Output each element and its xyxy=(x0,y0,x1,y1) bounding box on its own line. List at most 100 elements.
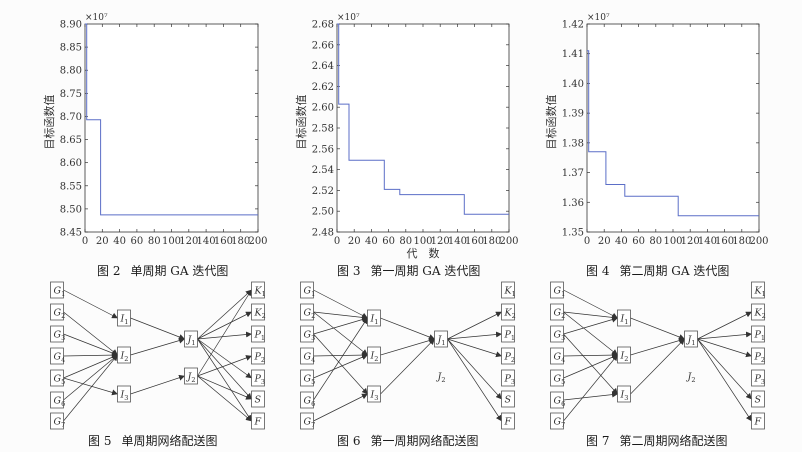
node-box xyxy=(501,303,515,321)
x-tick-label: 80 xyxy=(649,236,662,247)
x-axis-label: 代 数 xyxy=(407,247,440,260)
x-tick-label: 0 xyxy=(334,236,340,247)
node-G7: G7 xyxy=(300,412,315,430)
node-P1: P1 xyxy=(751,325,765,343)
y-tick-label: 2.60 xyxy=(312,103,334,114)
figure-5-title: 单周期网络配送图 xyxy=(121,434,218,448)
node-box xyxy=(550,325,564,343)
figure-3-number: 图 3 xyxy=(337,264,361,278)
node-label: J2 xyxy=(686,372,696,385)
node-J2: J2 xyxy=(184,367,198,385)
network-diagram-6: G1 G2 G3 G4 G5 G6 G7 I1 I2 I3 J1 J2 K1 K2 P1 P2 P3 SF xyxy=(300,281,516,430)
node-label: S xyxy=(755,395,762,406)
chart-1: 8.45 8.50 8.55 8.60 8.65 8.70 8.75 8.80 8.85 8.90… xyxy=(42,13,268,247)
node-S: S xyxy=(251,390,265,408)
figure-2-number: 图 2 xyxy=(97,264,121,278)
node-box xyxy=(501,347,515,365)
node-P3: P3 xyxy=(501,369,515,387)
node-label: I3 xyxy=(370,390,379,403)
node-box xyxy=(550,369,564,387)
node-label: G2 xyxy=(304,308,316,321)
edge-G7-I3 xyxy=(313,393,368,422)
node-G2: G2 xyxy=(50,303,65,321)
node-box xyxy=(50,369,64,387)
node-G5: G5 xyxy=(550,369,565,387)
x-tick-label: 40 xyxy=(365,236,378,247)
node-label: G7 xyxy=(554,417,566,430)
node-I1: I1 xyxy=(117,309,131,327)
edge-G4-I2 xyxy=(63,352,118,359)
edge-G3-I3 xyxy=(563,333,618,395)
edge-G2-I1 xyxy=(563,311,618,321)
x-tick-label: 100 xyxy=(413,236,432,247)
x-tick-label: 200 xyxy=(749,236,768,247)
node-label: P2 xyxy=(254,352,266,365)
edge-G6-I3 xyxy=(563,391,618,401)
x-tick-label: 180 xyxy=(482,236,501,247)
node-label: S xyxy=(255,395,262,406)
node-G2: G2 xyxy=(300,303,316,321)
node-label: I1 xyxy=(120,314,129,327)
node-I3: I3 xyxy=(117,385,131,403)
figure-3-caption: 图 3 第一周期 GA 迭代图 xyxy=(337,262,480,279)
node-box xyxy=(251,369,265,387)
node-box xyxy=(367,309,381,327)
x-tick-label: 80 xyxy=(148,236,161,247)
node-box xyxy=(501,281,515,299)
node-box xyxy=(501,325,515,343)
node-G4: G4 xyxy=(50,347,65,365)
node-box xyxy=(50,303,64,321)
plot-frame xyxy=(336,23,510,233)
edge-I2-J1 xyxy=(630,337,685,356)
edge-J2-S xyxy=(197,375,252,400)
figure-6-number: 图 6 xyxy=(337,434,361,448)
edge-G2-I2 xyxy=(63,311,118,356)
network-diagram-5: G1 G2 G3 G4 G5 G6 G7 I1 I2 I3 J1 J2 K1 K2 P1 P2 P3 SF xyxy=(50,281,266,430)
node-box xyxy=(684,330,698,348)
edge-I3-J2 xyxy=(130,374,185,395)
y-tick-label: 8.45 xyxy=(60,228,82,239)
y-tick-label: 2.58 xyxy=(312,124,334,135)
figure-4-title: 第二周期 GA 迭代图 xyxy=(619,264,730,278)
node-G6: G6 xyxy=(50,391,65,409)
node-label: I2 xyxy=(620,351,629,364)
node-I1: I1 xyxy=(367,309,381,327)
edge-G5-I2 xyxy=(63,354,118,379)
node-P3: P3 xyxy=(251,369,265,387)
edge-J1-P2 xyxy=(697,338,752,358)
edge-J1-S xyxy=(197,338,252,400)
x-tick-label: 20 xyxy=(96,236,109,247)
x-tick-label: 0 xyxy=(82,236,88,247)
node-K2: K2 xyxy=(251,303,266,321)
node-label: G5 xyxy=(54,374,66,387)
edge-I3-J1 xyxy=(380,338,435,395)
node-box xyxy=(751,303,765,321)
node-box xyxy=(117,346,131,364)
node-G3: G3 xyxy=(550,325,565,343)
node-box xyxy=(617,346,631,364)
edge-G2-I1 xyxy=(313,311,368,321)
series-line xyxy=(337,23,509,215)
edge-G3-I3 xyxy=(313,333,368,395)
node-box xyxy=(300,391,314,409)
network-diagram-7: G1 G2 G3 G4 G5 G6 G7 I1 I2 I3 J1 J2 K1 K2 P1 P2 P3 SF xyxy=(550,281,766,430)
node-label: P2 xyxy=(504,352,516,365)
node-G1: G1 xyxy=(300,281,315,299)
node-J1: J1 xyxy=(434,330,448,348)
node-box xyxy=(300,303,314,321)
y-tick-label: 8.90 xyxy=(60,20,82,31)
x-tick-label: 40 xyxy=(615,236,628,247)
figure-7-caption: 图 7 第二周期网络配送图 xyxy=(586,432,727,449)
node-label: I2 xyxy=(370,351,379,364)
y-axis-label: 目标函数值 xyxy=(42,95,56,150)
node-box xyxy=(550,391,564,409)
node-box xyxy=(50,347,64,365)
node-label: F xyxy=(754,417,762,428)
node-label: P3 xyxy=(754,374,766,387)
y-axis-label: 目标函数值 xyxy=(544,95,558,150)
figure-6-title: 第一周期网络配送图 xyxy=(370,434,479,448)
figure-3-title: 第一周期 GA 迭代图 xyxy=(370,264,481,278)
x-tick-label: 160 xyxy=(715,236,734,247)
node-box xyxy=(251,390,265,408)
